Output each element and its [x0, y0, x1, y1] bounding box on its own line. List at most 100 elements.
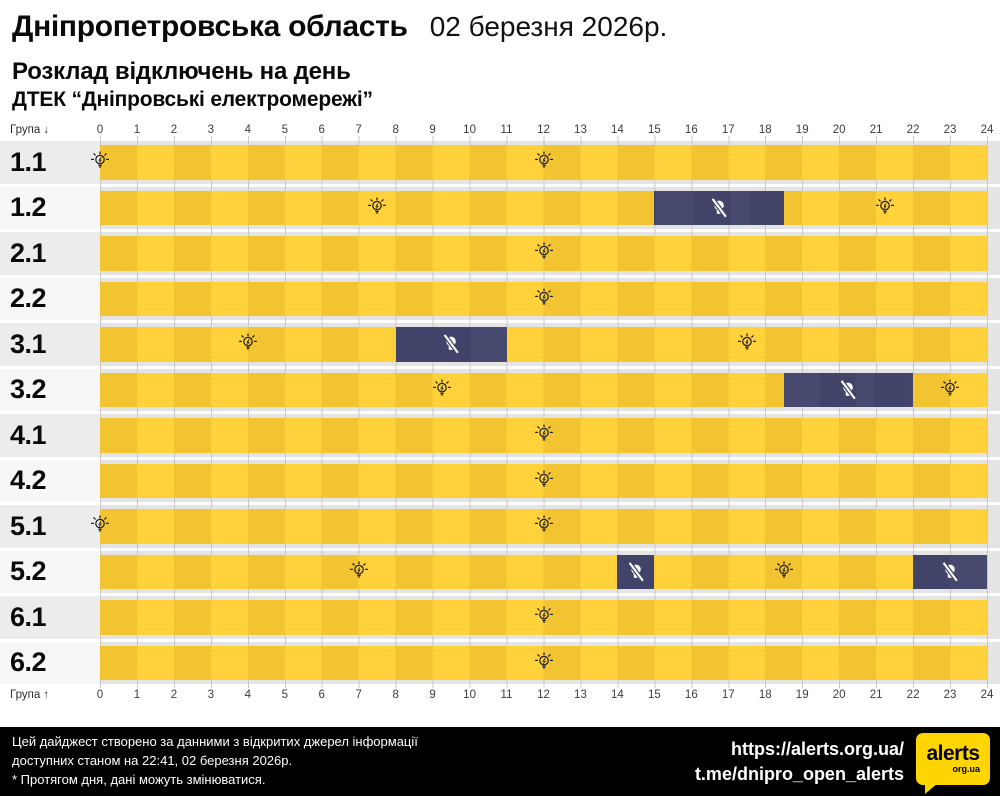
- hour-tick-10: 10: [463, 689, 476, 701]
- hour-tick-18: 18: [758, 124, 772, 136]
- hour-tick-14: 14: [611, 689, 624, 701]
- hour-tick-6: 6: [318, 689, 325, 701]
- hour-tick-8: 8: [392, 689, 399, 701]
- timeline-track: [100, 641, 1000, 684]
- hour-tick-16: 16: [684, 689, 698, 701]
- hour-tick-10: 10: [463, 124, 476, 136]
- timeline-track: [100, 232, 1000, 275]
- timeline-track: [100, 277, 1000, 320]
- hour-tick-2: 2: [170, 124, 178, 136]
- hour-tick-14: 14: [611, 124, 624, 136]
- hour-tick-0: 0: [96, 689, 104, 701]
- hour-tick-7: 7: [355, 124, 362, 136]
- hour-tick-12: 12: [537, 689, 550, 701]
- bulb-on-icon: [347, 560, 370, 583]
- outage-segment: [654, 190, 784, 225]
- group-label: 2.1: [0, 232, 100, 275]
- timeline-track: [100, 186, 1000, 229]
- power-on-bar: [100, 236, 987, 271]
- outage-segment: [395, 327, 507, 362]
- bulb-on-icon: [532, 287, 555, 310]
- hour-tick-19: 19: [795, 689, 809, 701]
- footer-links: https://alerts.org.ua/ t.me/dnipro_open_…: [695, 737, 904, 786]
- hour-tick-23: 23: [943, 124, 957, 136]
- schedule-row-6.1: 6.1: [0, 596, 1000, 639]
- power-on-bar: [100, 600, 987, 635]
- bulb-on-icon: [366, 196, 389, 219]
- bulb-on-icon: [532, 515, 555, 538]
- hour-tick-13: 13: [574, 124, 587, 136]
- hour-tick-3: 3: [207, 689, 215, 701]
- bulb-off-icon: [623, 559, 648, 584]
- timeline-track: [100, 414, 1000, 457]
- bulb-on-icon: [532, 424, 555, 447]
- page-subtitle: Розклад відключень на день: [12, 58, 351, 85]
- footer-links-block: https://alerts.org.ua/ t.me/dnipro_open_…: [695, 732, 990, 794]
- schedule-row-1.2: 1.2: [0, 186, 1000, 229]
- hour-tick-9: 9: [429, 124, 436, 136]
- timeline-track: [100, 368, 1000, 411]
- title-row: Дніпропетровська область 02 березня 2026…: [12, 10, 988, 44]
- hour-tick-0: 0: [96, 124, 104, 136]
- group-label: 6.1: [0, 596, 100, 639]
- outage-schedule-chart: Група ↓ 0 1 2 3 4 5 6 7 8 9 10 11 12 13 14 15 16 17 18 19 20…: [0, 122, 1000, 706]
- hour-tick-1: 1: [133, 124, 141, 136]
- group-label: 4.1: [0, 414, 100, 457]
- page-title: Дніпропетровська область: [12, 10, 408, 43]
- outage-segment: [783, 372, 914, 407]
- schedule-row-4.1: 4.1: [0, 414, 1000, 457]
- hour-tick-17: 17: [721, 124, 735, 136]
- telegram-link[interactable]: t.me/dnipro_open_alerts: [694, 763, 904, 784]
- group-label: 2.2: [0, 277, 100, 320]
- outage-segment: [913, 554, 987, 589]
- bulb-on-icon: [874, 196, 897, 219]
- power-on-bar: [100, 281, 987, 316]
- group-axis-caption-bottom: Група ↑: [10, 689, 50, 701]
- group-label: 5.2: [0, 550, 100, 593]
- bulb-on-icon: [532, 242, 555, 265]
- hour-tick-8: 8: [392, 124, 399, 136]
- hour-tick-21: 21: [869, 124, 883, 136]
- hour-axis-bottom: Група ↑ 0 1 2 3 4 5 6 7 8 9 10 11 12 13 14 15 16 17 18 19 20…: [0, 687, 1000, 706]
- power-on-bar: [90, 145, 987, 180]
- hour-tick-4: 4: [244, 124, 252, 136]
- hour-tick-12: 12: [537, 124, 550, 136]
- schedule-row-1.1: 1.1: [0, 141, 1000, 184]
- schedule-row-5.1: 5.1: [0, 505, 1000, 548]
- site-url[interactable]: https://alerts.org.ua/: [730, 739, 904, 760]
- schedule-date: 02 березня 2026р.: [429, 11, 668, 42]
- group-label: 4.2: [0, 459, 100, 502]
- hour-tick-7: 7: [355, 689, 362, 701]
- power-on-bar: [100, 327, 987, 362]
- power-on-bar: [100, 418, 987, 453]
- bulb-off-icon: [707, 195, 732, 220]
- hour-tick-16: 16: [684, 124, 698, 136]
- bulb-on-icon: [532, 606, 555, 629]
- group-label: 1.2: [0, 186, 100, 229]
- bulb-on-icon: [939, 378, 962, 401]
- hour-tick-24: 24: [980, 124, 994, 136]
- logo-text: alerts: [926, 741, 980, 765]
- schedule-row-2.2: 2.2: [0, 277, 1000, 320]
- hour-tick-11: 11: [500, 689, 513, 701]
- timeline-track: [90, 505, 1000, 548]
- hour-tick-20: 20: [832, 124, 846, 136]
- hour-tick-19: 19: [795, 124, 809, 136]
- schedule-rows: 1.1 1.2: [0, 136, 1000, 688]
- power-on-bar: [90, 509, 987, 544]
- schedule-row-3.1: 3.1: [0, 323, 1000, 366]
- hour-tick-17: 17: [721, 689, 735, 701]
- footer-line3: * Протягом дня, дані можуть змінюватися.: [12, 771, 266, 787]
- schedule-row-5.2: 5.2: [0, 550, 1000, 593]
- hour-tick-4: 4: [244, 689, 252, 701]
- hour-tick-11: 11: [500, 124, 513, 136]
- footer: Цей дайджест створено за данними з відкр…: [0, 727, 1000, 796]
- timeline-track: [100, 323, 1000, 366]
- hour-tick-23: 23: [943, 689, 957, 701]
- timeline-track: [100, 596, 1000, 639]
- timeline-track: [100, 459, 1000, 502]
- bulb-off-icon: [439, 332, 464, 357]
- group-label: 6.2: [0, 641, 100, 684]
- hour-tick-22: 22: [906, 124, 920, 136]
- group-label: 5.1: [0, 505, 100, 548]
